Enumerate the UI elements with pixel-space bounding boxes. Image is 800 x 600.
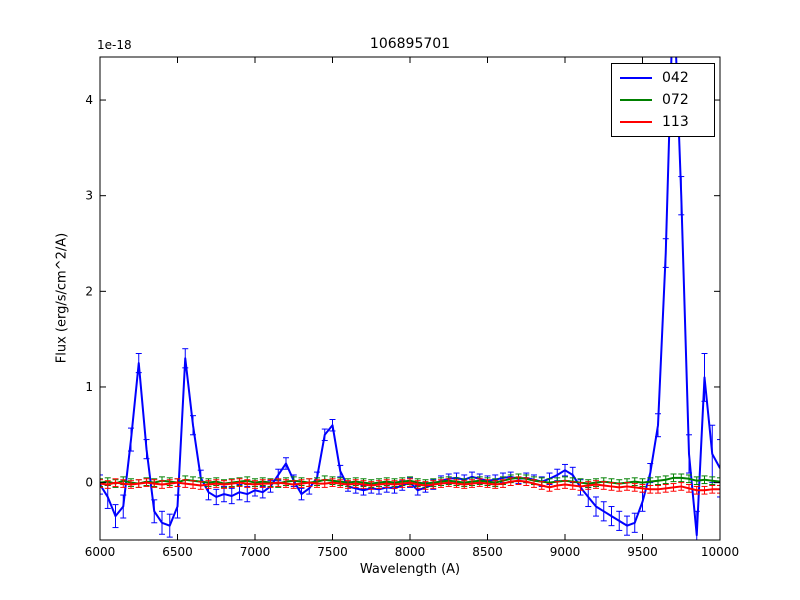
y-tick-label: 1: [85, 380, 93, 394]
x-tick-label: 9000: [550, 545, 581, 559]
x-axis-label: Wavelength (A): [359, 562, 461, 577]
legend-label: 042: [662, 70, 689, 86]
data-series-group: [100, 57, 720, 540]
x-tick-label: 9500: [627, 545, 658, 559]
legend-label: 113: [662, 114, 689, 130]
series-113: [100, 476, 720, 495]
legend-line-swatch-green: [620, 99, 652, 101]
y-tick-label: 4: [85, 93, 93, 107]
x-tick-label: 7000: [240, 545, 271, 559]
x-tick-label: 10000: [701, 545, 739, 559]
legend-line-swatch-blue: [620, 77, 652, 79]
legend: 042 072 113: [611, 63, 715, 137]
x-tick-label: 7500: [317, 545, 348, 559]
axis-ticks: [99, 57, 721, 540]
y-axis-offset-label: 1e-18: [97, 38, 132, 52]
y-axis-label: Flux (erg/s/cm^2/A): [54, 232, 70, 364]
x-tick-label: 6500: [162, 545, 193, 559]
x-tick-label: 8500: [472, 545, 503, 559]
x-tick-label: 6000: [85, 545, 116, 559]
y-tick-label: 2: [85, 284, 93, 298]
legend-entry-072: 072: [620, 90, 706, 110]
y-tick-label: 3: [85, 189, 93, 203]
legend-label: 072: [662, 92, 689, 108]
plot-title: 106895701: [369, 36, 451, 52]
y-tick-label: 0: [85, 476, 93, 490]
legend-line-swatch-red: [620, 121, 652, 123]
x-tick-label: 8000: [395, 545, 426, 559]
legend-entry-042: 042: [620, 68, 706, 88]
legend-entry-113: 113: [620, 112, 706, 132]
